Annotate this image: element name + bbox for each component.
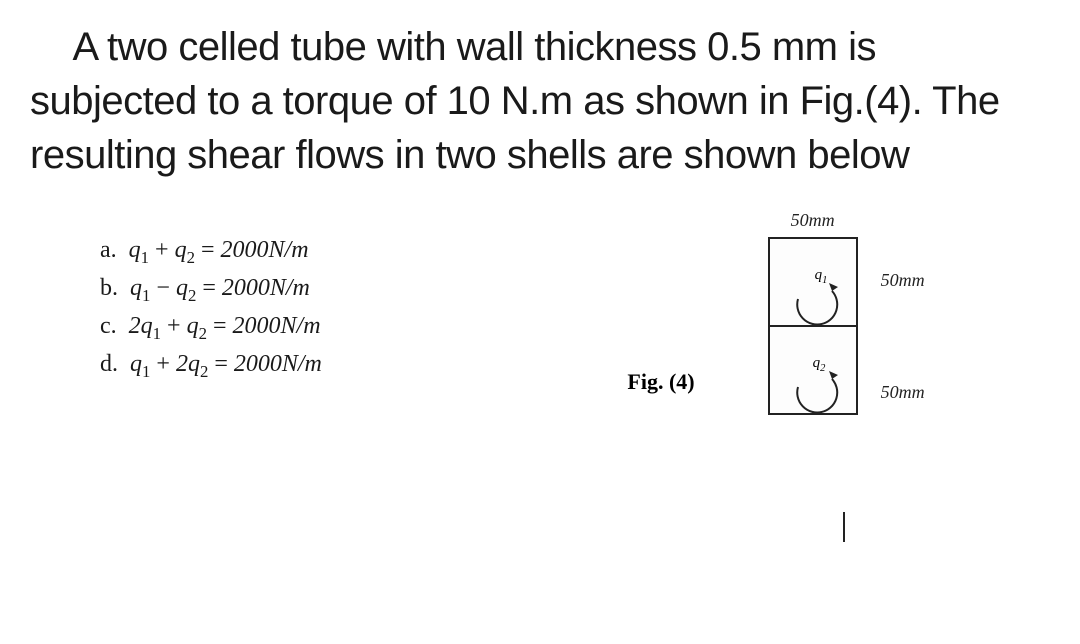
figure-label: Fig. (4) (627, 369, 694, 395)
option-b: b. q1 − q2 = 2000N/m (100, 270, 530, 308)
q2-label: q2 (813, 355, 826, 374)
q1-label: q1 (815, 267, 828, 286)
opt-a-op: + (149, 237, 175, 263)
opt-c-s2: 2 (199, 324, 207, 343)
dim-right-2: 50mm (881, 382, 925, 403)
opt-d-letter: d. (100, 351, 118, 377)
opt-a-letter: a. (100, 237, 117, 263)
opt-d-q2: 2q (176, 351, 200, 377)
lower-section: a. q1 + q2 = 2000N/m b. q1 − q2 = 2000N/… (30, 232, 1050, 472)
opt-c-letter: c. (100, 313, 117, 339)
opt-c-q2: q (187, 313, 199, 339)
opt-a-rhs: 2000N/m (221, 237, 309, 263)
opt-c-s1: 1 (153, 324, 161, 343)
q1-sub: 1 (822, 275, 827, 286)
shear-arc-1-icon (770, 239, 856, 325)
opt-d-q1: q (130, 351, 142, 377)
text-cursor-icon (843, 512, 845, 542)
opt-a-s2: 2 (187, 248, 195, 267)
opt-b-op: − (150, 275, 176, 301)
option-a: a. q1 + q2 = 2000N/m (100, 232, 530, 270)
opt-b-q2: q (176, 275, 188, 301)
opt-b-letter: b. (100, 275, 118, 301)
opt-d-eq: = (208, 351, 234, 377)
opt-a-s1: 1 (141, 248, 149, 267)
q2-sym: q (813, 355, 821, 371)
opt-a-eq: = (195, 237, 221, 263)
option-d: d. q1 + 2q2 = 2000N/m (100, 346, 530, 384)
cell-1: q1 (768, 237, 858, 327)
opt-c-q1: 2q (129, 313, 153, 339)
opt-d-op: + (150, 351, 176, 377)
opt-d-rhs: 2000N/m (234, 351, 322, 377)
figure-diagram: 50mm 50mm 50mm q1 q2 (733, 212, 953, 472)
answer-options: a. q1 + q2 = 2000N/m b. q1 − q2 = 2000N/… (30, 232, 530, 384)
option-c: c. 2q1 + q2 = 2000N/m (100, 308, 530, 346)
dim-right-1: 50mm (881, 270, 925, 291)
q2-sub: 2 (820, 363, 825, 374)
opt-b-rhs: 2000N/m (222, 275, 310, 301)
q1-sym: q (815, 267, 823, 283)
dim-top: 50mm (791, 210, 835, 231)
opt-c-rhs: 2000N/m (233, 313, 321, 339)
opt-b-eq: = (196, 275, 222, 301)
opt-a-q1: q (129, 237, 141, 263)
question-text: A two celled tube with wall thickness 0.… (30, 20, 1050, 182)
figure-wrap: Fig. (4) 50mm 50mm 50mm q1 (530, 212, 1050, 472)
opt-c-op: + (161, 313, 187, 339)
question-content: A two celled tube with wall thickness 0.… (30, 25, 1000, 177)
cell-2: q2 (768, 325, 858, 415)
opt-c-eq: = (207, 313, 233, 339)
opt-b-q1: q (130, 275, 142, 301)
opt-a-q2: q (175, 237, 187, 263)
